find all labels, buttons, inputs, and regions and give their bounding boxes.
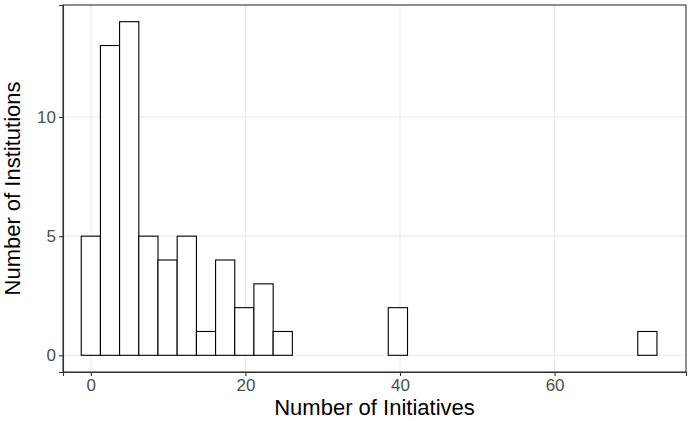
y-tick-mark [59, 355, 63, 356]
histogram-bar [120, 22, 139, 356]
x-axis-line [64, 373, 687, 377]
bars [81, 22, 657, 356]
y-tick-label: 5 [47, 227, 56, 246]
histogram-bar [484, 355, 503, 356]
y-axis-title: Number of Institutions [0, 82, 25, 296]
x-tick: 60 [546, 372, 565, 395]
plot-background [63, 5, 686, 372]
x-tick: 40 [391, 372, 410, 395]
histogram-bar [619, 355, 638, 356]
histogram-bar [408, 355, 427, 356]
y-tick-label: 0 [47, 346, 56, 365]
histogram-bar [331, 355, 350, 356]
y-axis-line [59, 6, 64, 373]
histogram-bar [638, 331, 657, 355]
plot-frame [63, 5, 686, 372]
x-tick: 20 [236, 372, 255, 395]
histogram-bar [139, 236, 158, 355]
histogram-bar [292, 355, 311, 356]
histogram-bar [580, 355, 599, 356]
histogram-bar [350, 355, 369, 356]
histogram-bar [446, 355, 465, 356]
histogram-bar [542, 355, 561, 356]
x-tick-label: 60 [546, 376, 565, 395]
x-tick: 0 [87, 372, 96, 395]
y-axis: 0 5 10 [37, 6, 63, 373]
histogram-bar [196, 331, 215, 355]
histogram-bar [503, 355, 522, 356]
histogram-bar [312, 355, 331, 356]
y-tick-mark [59, 236, 63, 237]
chart: 0 20 40 60 0 5 10 Number of Initiatives Number o… [0, 0, 688, 421]
histogram-bar [427, 355, 446, 356]
histogram-bar [81, 236, 100, 355]
y-tick: 0 [47, 346, 63, 365]
grid [63, 5, 686, 372]
grid-line [63, 116, 686, 117]
histogram-bar [235, 308, 254, 356]
x-tick-label: 20 [236, 376, 255, 395]
x-axis: 0 20 40 60 [64, 372, 687, 395]
histogram-bar [388, 308, 407, 356]
histogram-bar [465, 355, 484, 356]
histogram-bar [523, 355, 542, 356]
histogram-bar [369, 355, 388, 356]
x-tick-label: 40 [391, 376, 410, 395]
histogram-bar [599, 355, 618, 356]
histogram-bar [100, 46, 119, 356]
grid-line [554, 5, 555, 372]
histogram-bar [254, 284, 273, 355]
x-tick-label: 0 [87, 376, 96, 395]
histogram-bar [216, 260, 235, 355]
histogram-bar [177, 236, 196, 355]
histogram-bar [561, 355, 580, 356]
histogram-bar [273, 331, 292, 355]
y-tick: 10 [37, 108, 63, 127]
histogram-bar [158, 260, 177, 355]
y-tick-label: 10 [37, 108, 56, 127]
y-tick: 5 [47, 227, 63, 246]
y-tick-mark [59, 117, 63, 118]
x-axis-title: Number of Initiatives [274, 395, 475, 420]
